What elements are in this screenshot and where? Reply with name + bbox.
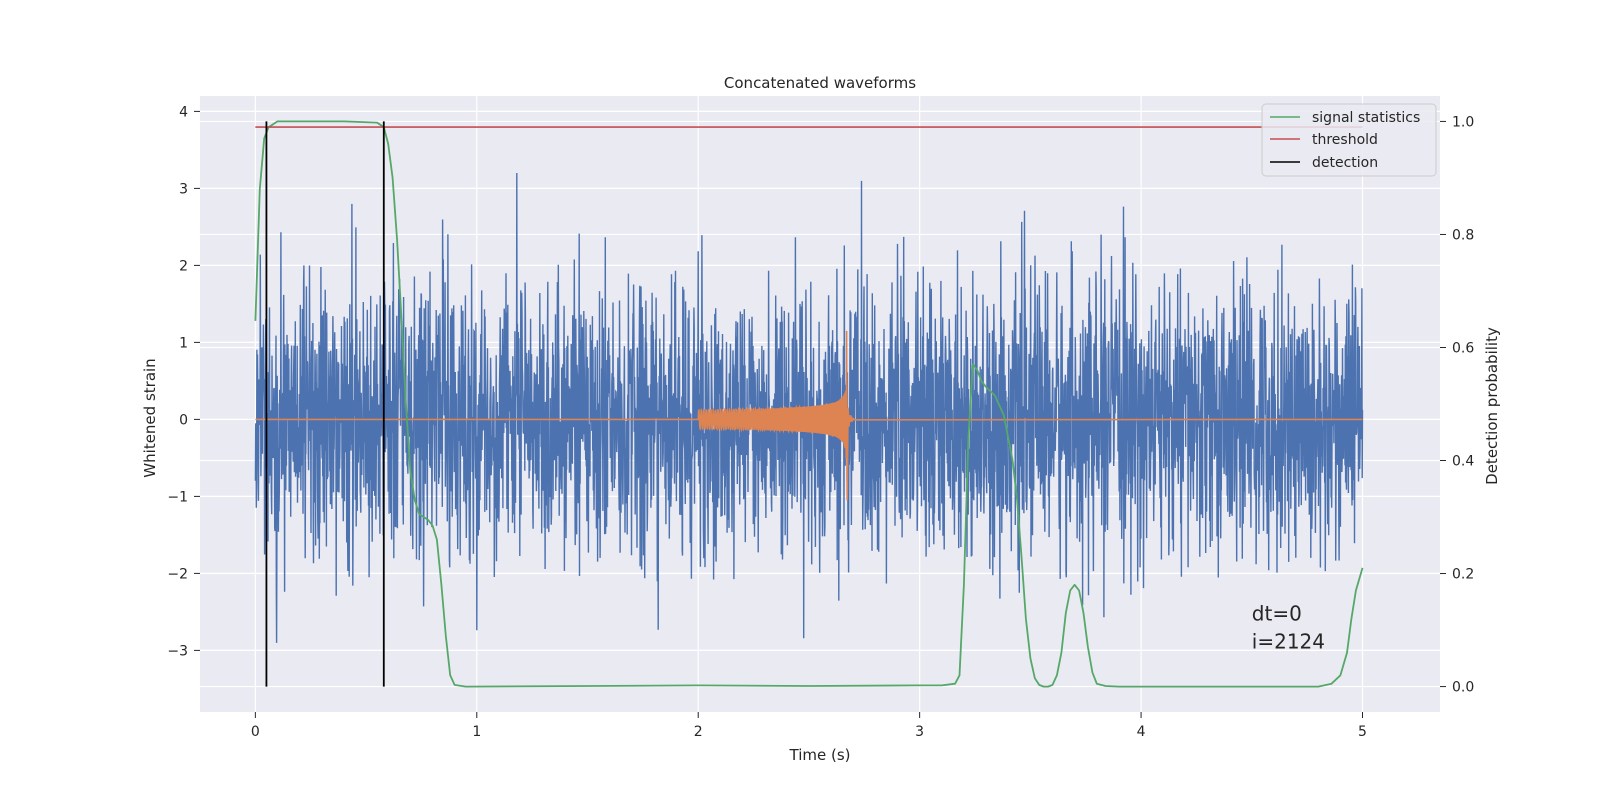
- y2-tick-label: 0.0: [1452, 680, 1474, 696]
- x-tick-label: 1: [472, 724, 481, 740]
- y-tick-label: 4: [179, 104, 188, 120]
- x-tick-label: 2: [694, 724, 703, 740]
- y-tick-label: 2: [179, 258, 188, 274]
- y-tick-label: 3: [179, 181, 188, 197]
- strain-line: [254, 172, 1364, 643]
- y2-tick-label: 0.2: [1452, 567, 1474, 583]
- legend-label-threshold: threshold: [1312, 132, 1378, 148]
- y2-tick-label: 0.8: [1452, 227, 1474, 243]
- y-tick-label: −3: [167, 643, 188, 659]
- detection-series: [265, 121, 385, 687]
- signal-statistics-line: [254, 120, 1364, 688]
- legend-box: [1261, 103, 1437, 177]
- x-tick-label: 4: [1137, 724, 1146, 740]
- y-tick-label: −1: [167, 489, 188, 505]
- chart-title: Concatenated waveforms: [724, 74, 916, 92]
- y2-tick-label: 0.6: [1452, 340, 1474, 356]
- y-tick-label: 0: [179, 412, 188, 428]
- annotation-dt: dt=0: [1252, 602, 1302, 626]
- y2-axis-label: Detection probability: [1483, 327, 1501, 485]
- chirp-series: [255, 330, 1363, 501]
- x-tick-label: 5: [1358, 724, 1367, 740]
- y-axis-label: Whitened strain: [141, 358, 159, 477]
- legend-label-signal-statistics: signal statistics: [1312, 110, 1420, 126]
- legend-label-detection: detection: [1312, 155, 1378, 171]
- axis-ticks: 0 1 2 3 4 5 −3 −2 −1 0 1 2 3 4 0.0 0.2 0.4 0.6 0.8 1.0: [167, 104, 1474, 740]
- legend: signal statistics threshold detection: [1261, 103, 1437, 177]
- x-tick-label: 0: [251, 724, 260, 740]
- y-tick-label: −2: [167, 566, 188, 582]
- annotation-index: i=2124: [1252, 630, 1325, 654]
- y-tick-label: 1: [179, 335, 188, 351]
- y2-tick-label: 0.4: [1452, 454, 1474, 470]
- y2-tick-label: 1.0: [1452, 114, 1474, 130]
- grid: [200, 96, 1440, 712]
- chirp-line: [255, 330, 1363, 501]
- signal-statistics-series: [254, 120, 1364, 688]
- x-axis-label: Time (s): [789, 746, 851, 764]
- strain-series: [254, 172, 1364, 643]
- x-tick-label: 3: [915, 724, 924, 740]
